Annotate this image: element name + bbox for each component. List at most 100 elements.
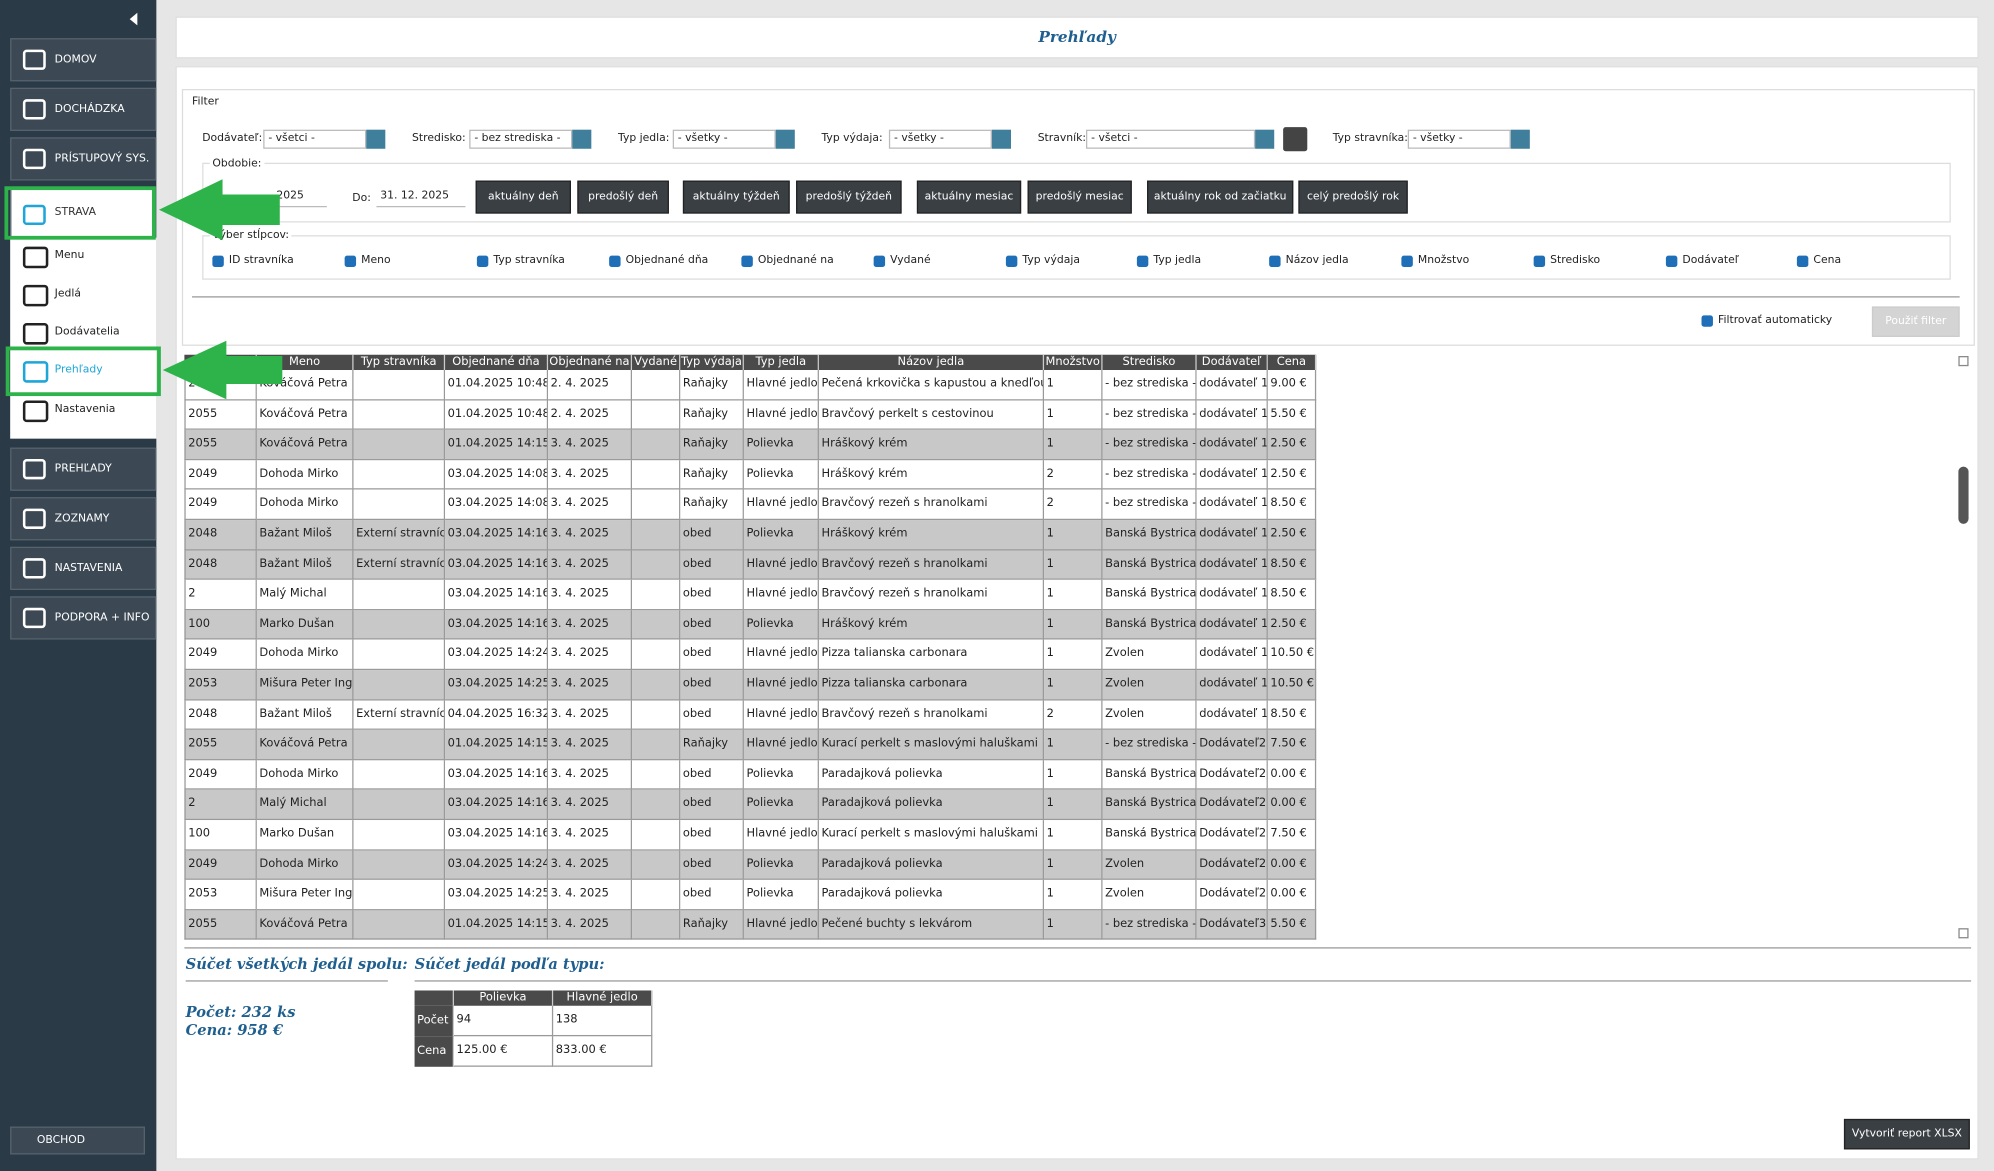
table-cell: 3. 4. 2025 (548, 490, 633, 521)
table-cell: Zvolen (1102, 850, 1197, 881)
filter-select[interactable]: - bez strediska - (469, 129, 573, 149)
scroll-up[interactable] (1958, 356, 1969, 367)
table-cell: 2 (1044, 490, 1103, 521)
submenu-item[interactable]: Dodávatelia (54, 325, 120, 339)
apply-filter-button[interactable]: Použiť filter (1871, 306, 1960, 337)
table-cell: Hlavné jedlo (743, 640, 819, 671)
column-label: ID stravníka (228, 254, 294, 268)
nav-item[interactable]: DOMOV (10, 38, 157, 82)
table-header: Vydané (632, 354, 681, 371)
table-cell: 2049 (184, 640, 257, 671)
nav-item[interactable]: PREHĽADY (10, 447, 157, 491)
nav-item[interactable]: ZOZNAMY (10, 497, 157, 541)
filter-select[interactable]: - všetky - (888, 129, 992, 149)
date-from[interactable]: 2025 (203, 188, 327, 208)
auto-filter-checkbox[interactable] (1701, 315, 1713, 327)
select-arrow[interactable] (775, 129, 795, 149)
column-checkbox[interactable] (1533, 255, 1546, 268)
table-header: Typ stravníka (353, 354, 446, 371)
table-header: Typ výdaja (680, 354, 744, 371)
nav-item[interactable]: PODPORA + INFO (10, 596, 157, 640)
submenu-item[interactable]: Prehľady (54, 363, 103, 377)
summary-type-title: Súčet jedál podľa typu: (414, 954, 605, 973)
table-cell: 3. 4. 2025 (548, 460, 633, 491)
column-checkbox[interactable] (741, 255, 753, 268)
column-checkbox[interactable] (873, 255, 886, 268)
table-cell: 100 (184, 610, 257, 641)
scroll-down[interactable] (1958, 928, 1969, 939)
icon (22, 99, 46, 120)
submenu-item[interactable]: Nastavenia (54, 403, 116, 416)
table-cell: Bravčový rezeň s hranolkami (818, 580, 1045, 611)
summary-underline (414, 980, 1972, 982)
column-checkbox[interactable] (1796, 255, 1809, 268)
table-cell: Dohoda Mirko (256, 490, 354, 521)
nav-item[interactable]: PRÍSTUPOVÝ SYS. (10, 137, 157, 181)
scrollbar-thumb[interactable] (1958, 466, 1969, 524)
table-cell: Zvolen (1102, 670, 1197, 701)
summary-separator (184, 947, 1972, 949)
table-cell: 3. 4. 2025 (548, 550, 633, 581)
table-cell: - bez strediska - (1102, 370, 1197, 401)
filter-select[interactable]: - všetci - (263, 129, 367, 149)
filter-icon-button[interactable] (1283, 127, 1308, 152)
table-cell: Bravčový rezeň s hranolkami (818, 700, 1045, 731)
period-button[interactable]: predošlý deň (577, 180, 669, 214)
column-checkbox[interactable] (1665, 255, 1678, 268)
submenu-item[interactable]: Jedlá (54, 287, 82, 301)
icon (22, 459, 46, 480)
icon (22, 508, 46, 529)
period-button[interactable]: predošlý týždeň (796, 180, 902, 214)
column-checkbox[interactable] (609, 255, 621, 268)
table-cell: dodávateľ 1 (1196, 700, 1268, 731)
submenu-item[interactable]: Menu (54, 249, 85, 262)
table-cell: Banská Bystrica (1102, 610, 1197, 641)
period-button[interactable]: aktuálny rok od začiatku (1147, 180, 1294, 214)
nav-item[interactable]: NASTAVENIA (10, 546, 157, 590)
table-cell: Dohoda Mirko (256, 640, 354, 671)
table-cell: 01.04.2025 10:48 (445, 370, 549, 401)
date-to[interactable]: 31. 12. 2025 (376, 188, 466, 208)
filter-select[interactable]: - všetci - (1086, 129, 1256, 149)
filter-select[interactable]: - všetky - (1407, 129, 1511, 149)
period-button[interactable]: predošlý mesiac (1027, 180, 1132, 214)
export-button[interactable]: Vytvoriť report XLSX (1843, 1118, 1970, 1150)
table-cell: 01.04.2025 14:15 (445, 910, 549, 941)
table-cell: 1 (1044, 610, 1103, 641)
table-cell (353, 790, 446, 821)
select-arrow[interactable] (1255, 129, 1275, 149)
column-checkbox[interactable] (1401, 255, 1413, 268)
select-arrow[interactable] (991, 129, 1011, 149)
column-checkbox[interactable] (476, 255, 489, 268)
column-checkbox[interactable] (212, 255, 224, 268)
table-cell: - bez strediska - (1102, 400, 1197, 431)
filter-select[interactable]: - všetky - (672, 129, 776, 149)
select-arrow[interactable] (366, 129, 386, 149)
select-arrow[interactable] (572, 129, 592, 149)
select-arrow[interactable] (1510, 129, 1530, 149)
table-cell: 03.04.2025 14:08 (445, 460, 549, 491)
table-cell (353, 400, 446, 431)
collapse-toggle[interactable] (129, 12, 138, 26)
column-checkbox[interactable] (344, 255, 357, 268)
period-button[interactable]: aktuálny deň (475, 180, 571, 214)
table-cell: 7.50 € (1267, 730, 1317, 761)
table-cell: 10.50 € (1267, 640, 1317, 671)
shop-button[interactable]: OBCHOD (10, 1126, 145, 1155)
table-cell: - bez strediska - (1102, 730, 1197, 761)
period-button[interactable]: aktuálny týždeň (682, 180, 790, 214)
table-cell: 01.04.2025 14:15 (445, 730, 549, 761)
nav-item[interactable]: DOCHÁDZKA (10, 87, 157, 131)
column-checkbox[interactable] (1269, 255, 1281, 268)
period-button[interactable]: celý predošlý rok (1298, 180, 1408, 214)
table-cell (632, 430, 681, 461)
table-cell: Kurací perkelt s maslovými haluškami (818, 730, 1045, 761)
column-checkbox[interactable] (1005, 255, 1018, 268)
table-cell: Pečená krkovička s kapustou a knedľou (818, 370, 1045, 401)
table-cell: 01.04.2025 14:15 (445, 430, 549, 461)
icon (22, 284, 49, 307)
table-cell: 3. 4. 2025 (548, 910, 633, 941)
column-label: Vydané (890, 254, 931, 268)
period-button[interactable]: aktuálny mesiac (916, 180, 1022, 214)
column-checkbox[interactable] (1136, 255, 1149, 268)
